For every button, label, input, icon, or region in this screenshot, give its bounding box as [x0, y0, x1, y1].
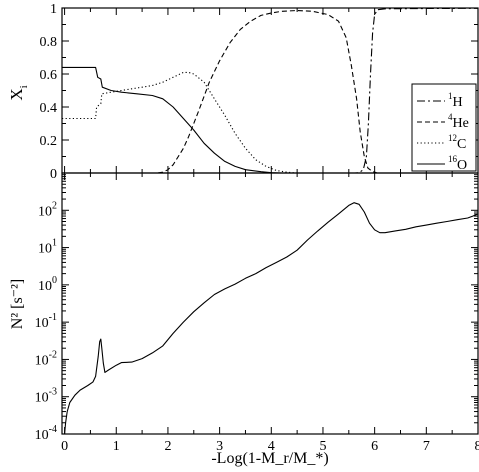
abundance-line-he — [62, 9, 478, 174]
brunt-vaisala-y-tick-label: 100 — [38, 275, 57, 294]
brunt-vaisala-series-layer — [64, 202, 479, 435]
abundance-y-axis-label-sub: i — [18, 85, 30, 88]
abundance-y-tick-label: 0.4 — [40, 101, 58, 116]
x-tick-label: 8 — [475, 439, 479, 454]
brunt-vaisala-y-axis-label: N² [s⁻²] — [9, 279, 26, 329]
abundance-legend: 1H 4He 12C 16O — [411, 83, 477, 173]
abundance-series-layer — [62, 7, 479, 174]
abundance-panel: 0 0.2 0.4 0.6 0.8 1 Xi 1H 4He 12C 16O — [7, 2, 479, 182]
abundance-y-tick-label: 0.6 — [40, 68, 58, 83]
abundance-y-tick-label: 0.8 — [40, 35, 58, 50]
abundance-y-ticks: 0 0.2 0.4 0.6 0.8 1 — [40, 2, 478, 182]
x-tick-label: 1 — [113, 439, 120, 454]
x-tick-label: 6 — [371, 439, 378, 454]
legend-label-he: 4He — [448, 112, 469, 131]
brunt-vaisala-line — [64, 202, 479, 435]
brunt-vaisala-y-tick-label: 10-4 — [35, 424, 57, 443]
x-tick-label: 3 — [216, 439, 223, 454]
legend-box — [411, 83, 477, 172]
legend-label-c: 12C — [448, 133, 466, 152]
brunt-vaisala-panel-frame — [61, 172, 479, 435]
brunt-vaisala-y-tick-label: 102 — [38, 200, 57, 219]
abundance-y-tick-label: 0 — [50, 167, 57, 182]
x-axis-label: -Log(1-M_r/M_*) — [211, 450, 328, 467]
x-tick-label: 0 — [61, 439, 68, 454]
abundance-line-c — [62, 71, 478, 174]
brunt-vaisala-y-ticks: 10-4 10-3 10-2 10-1 100 101 102 — [35, 174, 478, 443]
legend-label-o: 16O — [448, 154, 467, 173]
legend-entries: 1H 4He 12C 16O — [417, 91, 469, 173]
abundance-x-ticks — [64, 8, 479, 173]
abundance-line-h — [62, 7, 479, 174]
x-tick-label: 7 — [423, 439, 430, 454]
brunt-vaisala-y-tick-label: 10-2 — [35, 349, 57, 368]
brunt-vaisala-panel: 10-4 10-3 10-2 10-1 100 101 102 0 1 2 3 4 5 6 7 8 N² [… — [9, 172, 479, 467]
x-tick-label: 5 — [319, 439, 326, 454]
abundance-line-o — [62, 66, 478, 174]
abundance-y-tick-label: 0.2 — [40, 134, 58, 149]
legend-label-h: 1H — [448, 91, 463, 110]
brunt-vaisala-x-ticks: 0 1 2 3 4 5 6 7 8 — [61, 173, 479, 454]
abundance-y-axis-label-base: X — [7, 88, 26, 100]
abundance-y-axis-label: Xi — [7, 85, 30, 100]
brunt-vaisala-y-tick-label: 10-1 — [35, 312, 57, 331]
x-tick-label: 4 — [268, 439, 275, 454]
brunt-vaisala-y-tick-label: 10-3 — [35, 387, 57, 406]
abundance-y-tick-label: 1 — [50, 2, 57, 17]
x-tick-label: 2 — [164, 439, 171, 454]
brunt-vaisala-y-tick-label: 101 — [38, 238, 57, 257]
